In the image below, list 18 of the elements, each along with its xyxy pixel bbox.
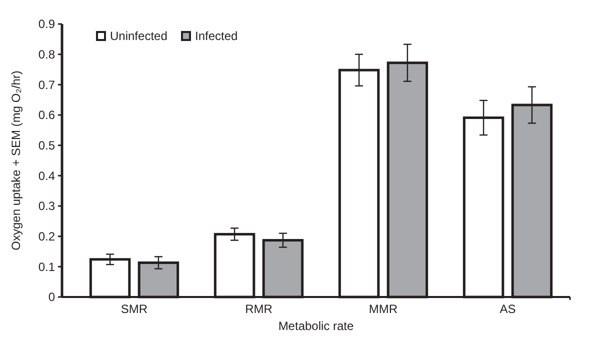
y-tick-label: 0.3 [38,199,56,214]
y-tick-label: 0.7 [38,78,56,92]
y-axis-title: Oxygen uptake + SEM (mg O₂/hr) [9,70,23,250]
y-tick-label: 0.2 [38,230,56,244]
x-axis-title: Metabolic rate [278,319,354,333]
x-tick-label: RMR [245,302,273,316]
y-tick-label: 0.1 [38,260,56,274]
y-tick-label: 0.5 [38,138,56,153]
legend-label: Uninfected [110,29,168,44]
legend-label: Infected [195,29,238,44]
y-tick-label: 0 [48,290,56,304]
x-tick-label: AS [500,302,516,316]
y-tick-label: 0.4 [38,168,56,183]
y-tick-label: 0.8 [38,48,56,62]
y-tick-label: 0.9 [38,17,56,32]
y-tick-label: 0.6 [38,108,56,122]
x-tick-label: SMR [120,302,148,316]
x-tick-label: MMR [368,302,398,316]
